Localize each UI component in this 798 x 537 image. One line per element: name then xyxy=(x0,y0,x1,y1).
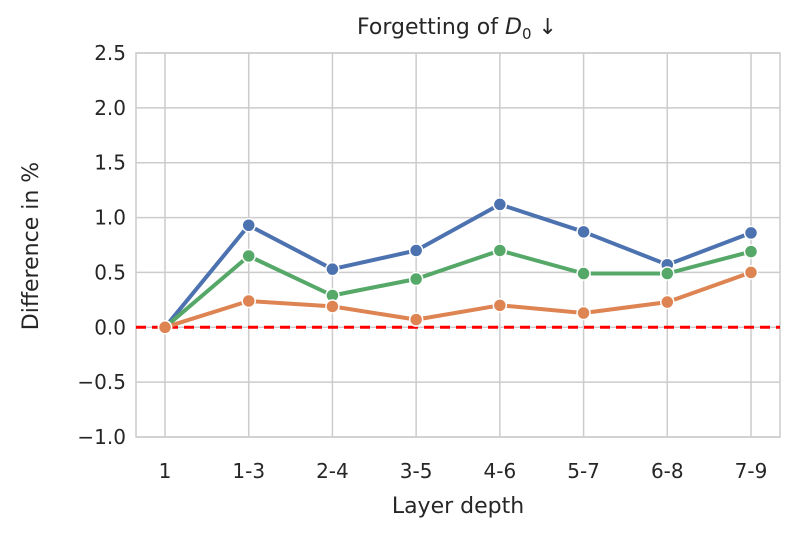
series-2 xyxy=(157,265,759,335)
x-tick-label: 2-4 xyxy=(316,459,349,483)
series-0 xyxy=(157,197,759,335)
series-line xyxy=(163,248,753,330)
y-tick-label: −0.5 xyxy=(77,370,126,394)
x-tick-labels: 1 1-3 2-4 3-5 4-6 5-7 6-8 7-9 xyxy=(159,459,768,483)
chart-title-prefix: Forgetting of xyxy=(357,15,505,40)
y-tick-label: 2.0 xyxy=(94,96,126,120)
y-tick-label: 2.5 xyxy=(94,41,126,65)
data-series xyxy=(157,197,759,335)
x-axis-label: Layer depth xyxy=(392,494,524,519)
data-point xyxy=(325,299,340,314)
data-point xyxy=(408,271,424,287)
data-point xyxy=(241,218,256,233)
y-axis-label: Difference in % xyxy=(19,162,44,330)
series-line xyxy=(163,270,753,330)
x-tick-label: 3-5 xyxy=(400,459,433,483)
data-point xyxy=(743,244,759,259)
x-tick-label: 1 xyxy=(159,459,172,483)
series-line xyxy=(163,202,753,330)
data-point xyxy=(576,266,591,281)
chart-title-subscript: 0 xyxy=(522,25,532,43)
y-tick-label: 1.5 xyxy=(94,151,126,175)
data-point xyxy=(492,298,508,313)
y-tick-label: 0.5 xyxy=(94,260,126,284)
data-point xyxy=(408,312,424,327)
data-point xyxy=(157,320,173,335)
chart-title: Forgetting of D0 ↓ xyxy=(357,15,557,43)
chart-title-symbol: D xyxy=(505,15,522,40)
data-point xyxy=(660,294,675,310)
plot-area-frame xyxy=(135,52,781,438)
data-point xyxy=(576,305,591,321)
y-tick-label: 1.0 xyxy=(94,206,126,230)
x-tick-label: 1-3 xyxy=(232,459,265,483)
data-point xyxy=(492,197,508,212)
y-tick-label: −1.0 xyxy=(77,425,126,449)
y-tick-label: 0.0 xyxy=(94,315,126,339)
data-point xyxy=(241,293,256,309)
data-point xyxy=(660,266,675,281)
chart-title-suffix: ↓ xyxy=(532,15,557,40)
data-point xyxy=(492,243,508,258)
data-point xyxy=(576,224,591,240)
data-point xyxy=(408,243,424,258)
x-tick-label: 6-8 xyxy=(651,459,684,483)
x-tick-label: 5-7 xyxy=(567,459,600,483)
x-tick-label: 7-9 xyxy=(735,459,768,483)
data-point xyxy=(325,261,340,277)
y-tick-labels: −1.0 −0.5 0.0 0.5 1.0 1.5 2.0 2.5 xyxy=(77,41,126,449)
data-point xyxy=(241,248,256,264)
x-tick-label: 4-6 xyxy=(484,459,517,483)
data-point xyxy=(743,265,759,280)
data-point xyxy=(743,225,759,241)
